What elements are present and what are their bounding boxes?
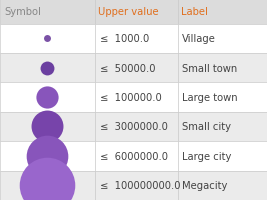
FancyBboxPatch shape — [0, 0, 95, 24]
FancyBboxPatch shape — [95, 171, 178, 200]
FancyBboxPatch shape — [95, 24, 178, 54]
FancyBboxPatch shape — [95, 83, 178, 112]
Text: Village: Village — [182, 34, 216, 44]
FancyBboxPatch shape — [178, 24, 267, 54]
FancyBboxPatch shape — [178, 83, 267, 112]
Text: ≤  50000.0: ≤ 50000.0 — [100, 63, 155, 73]
Text: Small city: Small city — [182, 122, 231, 132]
Text: ≤  3000000.0: ≤ 3000000.0 — [100, 122, 167, 132]
Text: ≤  100000000.0: ≤ 100000000.0 — [100, 180, 180, 190]
Text: ≤  1000.0: ≤ 1000.0 — [100, 34, 149, 44]
Text: Symbol: Symbol — [4, 7, 41, 17]
FancyBboxPatch shape — [0, 54, 95, 83]
FancyBboxPatch shape — [0, 112, 95, 141]
Text: Large town: Large town — [182, 93, 238, 103]
FancyBboxPatch shape — [0, 83, 95, 112]
Text: Megacity: Megacity — [182, 180, 228, 190]
FancyBboxPatch shape — [95, 54, 178, 83]
FancyBboxPatch shape — [178, 54, 267, 83]
Text: Small town: Small town — [182, 63, 238, 73]
FancyBboxPatch shape — [0, 24, 95, 54]
Text: Label: Label — [181, 7, 208, 17]
FancyBboxPatch shape — [178, 0, 267, 24]
FancyBboxPatch shape — [178, 112, 267, 141]
FancyBboxPatch shape — [0, 171, 95, 200]
Text: ≤  6000000.0: ≤ 6000000.0 — [100, 151, 168, 161]
FancyBboxPatch shape — [178, 171, 267, 200]
FancyBboxPatch shape — [178, 141, 267, 171]
FancyBboxPatch shape — [95, 141, 178, 171]
FancyBboxPatch shape — [95, 0, 178, 24]
FancyBboxPatch shape — [0, 141, 95, 171]
Text: Upper value: Upper value — [98, 7, 159, 17]
FancyBboxPatch shape — [95, 112, 178, 141]
Text: Large city: Large city — [182, 151, 232, 161]
Text: ≤  100000.0: ≤ 100000.0 — [100, 93, 161, 103]
